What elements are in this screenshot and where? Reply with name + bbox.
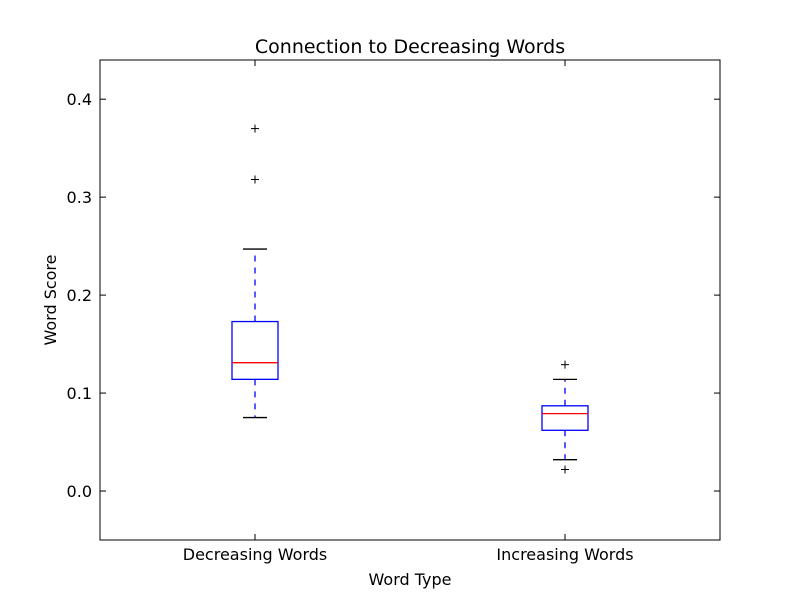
outlier-marker — [251, 124, 259, 133]
y-tick-label: 0.0 — [67, 482, 92, 501]
outlier-marker — [561, 360, 569, 369]
x-axis: Decreasing Words Increasing Words — [183, 60, 634, 564]
y-tick-label: 0.4 — [67, 90, 92, 109]
y-axis-label: Word Score — [41, 254, 60, 345]
x-tick-label: Increasing Words — [496, 545, 633, 564]
x-tick-label: Decreasing Words — [183, 545, 327, 564]
box-1 — [231, 124, 279, 419]
iqr-box — [541, 405, 589, 431]
y-axis: 0.0 0.1 0.2 0.3 0.4 — [67, 90, 720, 501]
outlier-marker — [561, 465, 569, 474]
iqr-box — [231, 320, 279, 380]
y-tick-label: 0.2 — [67, 286, 92, 305]
outlier-marker — [251, 175, 259, 184]
x-axis-label: Word Type — [369, 570, 452, 589]
y-tick-label: 0.3 — [67, 188, 92, 207]
box-series — [231, 124, 589, 474]
box-2 — [541, 360, 589, 474]
plot-area — [99, 59, 721, 541]
y-tick-label: 0.1 — [67, 384, 92, 403]
chart-title: Connection to Decreasing Words — [255, 36, 565, 58]
